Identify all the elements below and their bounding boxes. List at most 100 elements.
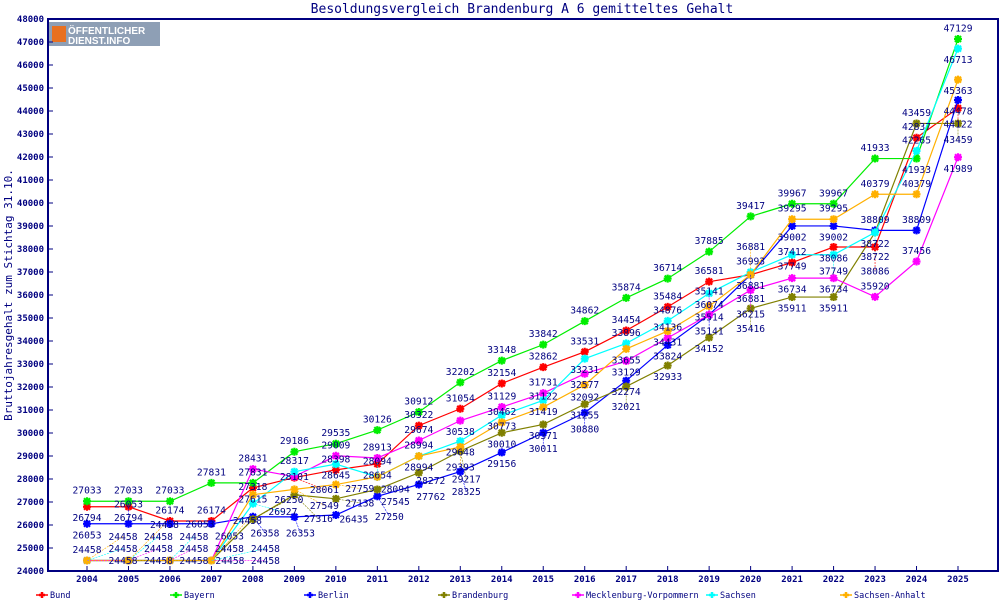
- legend-marker: [307, 592, 313, 598]
- data-label: 33129: [612, 368, 641, 379]
- data-point: [331, 439, 340, 448]
- data-label: 24458: [109, 544, 138, 555]
- label-leader: [252, 503, 283, 512]
- data-point: [373, 426, 382, 435]
- data-label: 28094: [381, 484, 410, 495]
- data-label: 26174: [155, 505, 184, 516]
- data-label: 30912: [404, 397, 433, 408]
- label-leader: [459, 450, 467, 480]
- data-point: [580, 400, 589, 409]
- data-point: [497, 448, 506, 457]
- y-tick-label: 30000: [17, 429, 44, 439]
- x-tick-label: 2023: [864, 575, 886, 585]
- legend-item: Mecklenburg-Vorpommern: [572, 591, 699, 600]
- plot-frame: [47, 18, 999, 572]
- data-point: [871, 190, 880, 199]
- data-point: [912, 190, 921, 199]
- data-point: [871, 154, 880, 163]
- data-label: 27316: [304, 514, 333, 525]
- data-label: 26435: [339, 514, 368, 525]
- data-label: 24458: [215, 556, 244, 567]
- data-label: 26174: [197, 505, 226, 516]
- data-label: 26053: [73, 530, 102, 541]
- data-label: 39967: [778, 188, 807, 199]
- label-leader: [169, 536, 195, 561]
- series-line-bayern: [87, 38, 959, 502]
- data-label: 29393: [446, 462, 475, 473]
- label-leader: [86, 548, 124, 561]
- data-point: [954, 153, 962, 162]
- data-label: 30462: [487, 407, 516, 418]
- y-tick-label: 43000: [17, 130, 44, 140]
- data-label: 24458: [109, 532, 138, 543]
- data-point: [165, 519, 174, 528]
- data-point: [248, 490, 257, 499]
- data-point: [414, 408, 423, 417]
- x-tick-label: 2021: [781, 575, 803, 585]
- data-point: [829, 293, 838, 302]
- data-label: 27250: [375, 512, 404, 523]
- data-label: 27759: [345, 484, 374, 495]
- x-tick-label: 2025: [947, 575, 969, 585]
- legend-marker: [39, 592, 45, 598]
- data-label: 27545: [381, 497, 410, 508]
- logo-line1: ÖFFENTLICHER: [68, 24, 146, 37]
- label-leader: [169, 548, 195, 561]
- y-tick-label: 33000: [17, 360, 44, 370]
- data-label: 41933: [861, 143, 890, 154]
- data-point: [829, 215, 838, 224]
- data-label: 32202: [446, 367, 475, 378]
- data-point: [290, 447, 299, 456]
- data-label: 26053: [215, 531, 244, 542]
- data-point: [829, 243, 838, 252]
- data-label: 32154: [487, 368, 516, 379]
- data-label: 24458: [233, 516, 262, 527]
- data-point: [954, 35, 962, 44]
- series-line-bund: [87, 107, 959, 522]
- x-tick-label: 2004: [76, 575, 98, 585]
- data-label: 30538: [446, 427, 475, 438]
- data-label: 38086: [819, 254, 848, 265]
- data-point: [497, 428, 506, 437]
- legend-marker: [843, 592, 849, 598]
- data-point: [83, 519, 91, 528]
- data-label: 32092: [570, 392, 599, 403]
- label-leader: [211, 548, 266, 561]
- data-label: 27033: [155, 486, 184, 497]
- data-label: 45363: [944, 86, 973, 97]
- data-label: 27831: [238, 467, 267, 478]
- data-label: 28431: [238, 454, 267, 465]
- data-point: [663, 274, 672, 283]
- label-leader: [335, 484, 360, 489]
- data-label: 30322: [404, 410, 433, 421]
- series-line-sachsen: [87, 48, 959, 562]
- data-label: 35484: [653, 291, 682, 302]
- data-label: 33231: [570, 365, 599, 376]
- data-point: [539, 340, 548, 349]
- data-point: [539, 420, 548, 429]
- data-label: 30010: [487, 439, 516, 450]
- data-point: [456, 378, 465, 387]
- data-label: 47129: [944, 24, 973, 35]
- series-line-berlin: [87, 99, 959, 525]
- label-leader: [377, 496, 390, 517]
- data-point: [705, 277, 714, 286]
- data-label: 27831: [197, 467, 226, 478]
- chart-title: Besoldungsvergleich Brandenburg A 6 gemi…: [311, 2, 734, 17]
- data-label: 41989: [944, 164, 973, 175]
- data-point: [912, 146, 921, 155]
- data-point: [912, 154, 921, 163]
- data-label: 28272: [416, 476, 445, 487]
- legend-marker: [173, 592, 179, 598]
- data-label: 38086: [861, 267, 890, 278]
- data-label: 36714: [653, 263, 682, 274]
- x-tick-label: 2014: [491, 575, 513, 585]
- data-point: [290, 472, 299, 481]
- y-tick-label: 46000: [17, 61, 44, 71]
- data-label: 28994: [404, 463, 433, 474]
- x-tick-label: 2019: [698, 575, 720, 585]
- label-leader: [335, 498, 360, 504]
- series-line-mecklenburg-vorpommern: [87, 157, 959, 562]
- data-point: [165, 497, 174, 506]
- label-leader: [294, 494, 319, 519]
